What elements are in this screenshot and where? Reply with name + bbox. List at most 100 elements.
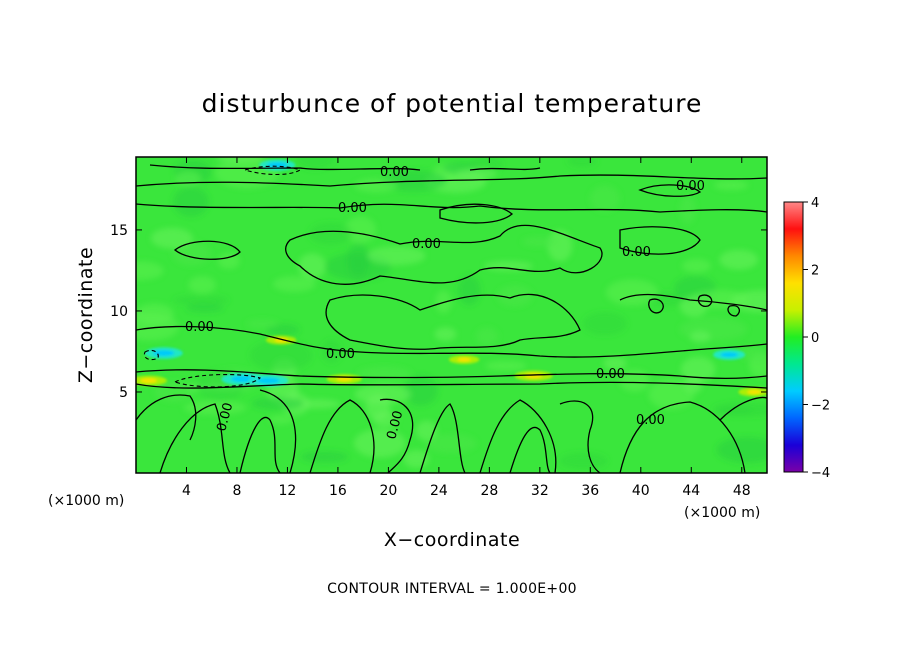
contour-line (136, 203, 767, 213)
x-tick-label: 40 (632, 483, 650, 499)
texture-blob (619, 369, 650, 392)
texture-blob (738, 346, 767, 361)
texture-blob (309, 222, 353, 245)
field-anomalies (136, 159, 767, 397)
contour-label: 0.00 (636, 413, 665, 428)
contour-line (136, 381, 767, 389)
contour-line (439, 203, 514, 224)
texture-blob (559, 452, 608, 469)
texture-blob (353, 428, 406, 458)
texture-blob (689, 330, 711, 343)
texture-blob (172, 241, 211, 266)
contour-line (379, 398, 414, 473)
texture-blob (485, 360, 527, 371)
field-background (136, 157, 767, 473)
contour-line (479, 399, 557, 473)
texture-blob (251, 397, 304, 410)
texture-blob (547, 229, 573, 262)
texture-blob (250, 340, 313, 371)
texture-blob (321, 339, 342, 364)
contour-line (509, 426, 551, 473)
x-tick-label: 48 (733, 483, 751, 499)
x-ticks: 4 8 12 16 20 24 28 32 36 40 44 48 (182, 157, 751, 499)
y-ticks: 5 10 15 (110, 223, 767, 401)
texture-blob (217, 253, 240, 269)
contour-line (325, 293, 581, 350)
x-tick-label: 32 (531, 483, 549, 499)
texture-blob (648, 379, 695, 410)
y-tick-label: 15 (110, 223, 128, 239)
contour-line (136, 174, 767, 187)
x-tick-label: 24 (430, 483, 448, 499)
texture-blob (344, 216, 377, 244)
contour-line (309, 399, 375, 473)
contour-line (159, 403, 231, 473)
texture-blob (484, 260, 533, 272)
y-tick-label: 10 (110, 304, 128, 320)
texture-blob (272, 276, 316, 293)
texture-blob (266, 324, 300, 336)
colorbar (783, 201, 804, 473)
contour-line (619, 401, 746, 473)
texture-blob (136, 261, 164, 280)
contour-line (136, 325, 767, 358)
texture-blob (186, 303, 224, 313)
contour-line (239, 417, 281, 473)
contour-label: 0.00 (622, 245, 651, 260)
x-tick-label: 12 (279, 483, 297, 499)
texture-blob (365, 393, 391, 421)
texture-blob (215, 157, 265, 163)
contour-label: 0.00 (338, 201, 367, 216)
texture-blob (354, 178, 398, 193)
contour-labels: 0.00 0.00 0.00 0.00 0.00 0.00 0.00 0.00 … (185, 165, 705, 441)
contour-line (638, 184, 702, 197)
x-tick-label: 4 (182, 483, 191, 499)
x-unit-right: (×1000 m) (684, 505, 760, 521)
texture-blob (404, 375, 438, 406)
contour-line (136, 369, 767, 379)
texture-blob (603, 356, 627, 370)
texture-blob (295, 157, 335, 170)
texture-blob (434, 327, 457, 342)
colorbar-tick-label: 2 (811, 264, 819, 279)
plot-frame (135, 156, 768, 474)
texture-blob (175, 170, 202, 187)
texture-blob (475, 327, 499, 345)
negative-contours (143, 165, 302, 388)
texture-blob (456, 167, 497, 180)
contour-line (719, 396, 767, 421)
cold-core (267, 162, 288, 168)
x-unit-left: (×1000 m) (48, 493, 124, 509)
contour-label: 0.00 (185, 320, 214, 335)
texture-blob (435, 290, 452, 314)
texture-blob (567, 157, 597, 167)
texture-blob (713, 402, 767, 417)
contour-line (559, 400, 601, 473)
contour-line (259, 389, 297, 473)
texture-blob (679, 317, 747, 341)
contour-line (419, 403, 466, 473)
texture-blob (680, 356, 716, 383)
texture-blob (425, 433, 477, 453)
texture-blob (150, 227, 193, 249)
texture-blob (301, 451, 349, 463)
y-axis-label: Z−coordinate (75, 247, 97, 383)
negative-contour (243, 165, 302, 176)
negative-contour (173, 373, 262, 388)
texture-blob (605, 279, 659, 306)
contour-label: 0.00 (596, 367, 625, 382)
texture-blob (679, 195, 696, 224)
texture-blob (173, 186, 209, 217)
contour-label: 0.00 (412, 237, 441, 252)
texture-blob (719, 249, 759, 270)
contour-line (619, 226, 701, 255)
warm-core (140, 378, 157, 384)
texture-blob (589, 185, 620, 212)
texture-blob (136, 303, 174, 325)
contour-line (136, 394, 197, 441)
contour-interval: CONTOUR INTERVAL = 1.000E+00 (327, 581, 577, 597)
texture-blob (583, 312, 627, 335)
texture-blob (246, 319, 279, 329)
cold-core (720, 352, 738, 358)
